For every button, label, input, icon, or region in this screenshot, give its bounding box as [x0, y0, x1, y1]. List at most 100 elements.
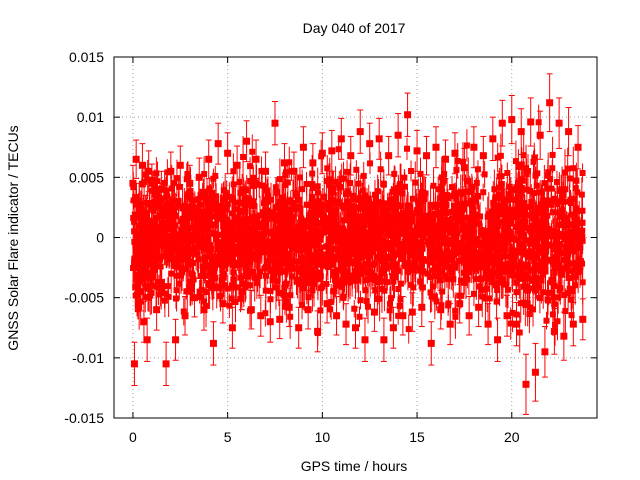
data-point: [173, 175, 180, 182]
data-point: [433, 264, 440, 271]
data-point: [403, 237, 410, 244]
data-point: [336, 251, 343, 258]
data-point: [393, 227, 400, 234]
data-point: [534, 170, 541, 177]
data-point: [359, 218, 366, 225]
data-point: [188, 283, 195, 290]
data-point: [171, 240, 178, 247]
data-point: [137, 236, 144, 243]
data-point: [210, 230, 217, 237]
data-point: [448, 240, 455, 247]
data-point: [532, 215, 539, 222]
data-point: [470, 229, 477, 236]
data-point: [533, 222, 540, 229]
data-point: [368, 219, 375, 226]
data-point: [502, 220, 509, 227]
data-point: [282, 268, 289, 275]
data-point: [449, 193, 456, 200]
data-point: [520, 283, 527, 290]
data-point: [494, 154, 501, 161]
data-point: [536, 294, 543, 301]
data-point: [300, 223, 307, 230]
data-point: [199, 188, 206, 195]
data-point: [394, 202, 401, 209]
data-point: [279, 244, 286, 251]
data-point: [439, 251, 446, 258]
data-point: [283, 280, 290, 287]
data-point: [213, 236, 220, 243]
data-point: [572, 185, 579, 192]
data-point: [173, 287, 180, 294]
data-point: [573, 244, 580, 251]
data-point: [206, 220, 213, 227]
data-point: [527, 248, 534, 255]
data-point: [558, 250, 565, 257]
data-point: [131, 255, 138, 262]
data-point: [543, 197, 550, 204]
data-point: [220, 187, 227, 194]
data-point: [389, 251, 396, 258]
data-point: [462, 274, 469, 281]
data-point: [198, 287, 205, 294]
data-point: [572, 282, 579, 289]
data-point: [317, 307, 324, 314]
data-point: [443, 201, 450, 208]
data-point: [244, 225, 251, 232]
data-point: [271, 212, 278, 219]
data-point: [479, 231, 486, 238]
data-point: [197, 294, 204, 301]
data-point: [180, 308, 187, 315]
data-point: [384, 213, 391, 220]
data-point: [561, 291, 568, 298]
data-point: [557, 198, 564, 205]
data-point: [561, 215, 568, 222]
data-point: [321, 214, 328, 221]
data-point: [324, 165, 331, 172]
data-point: [417, 170, 424, 177]
data-point: [428, 213, 435, 220]
data-point: [312, 272, 319, 279]
data-point: [513, 247, 520, 254]
data-point: [281, 303, 288, 310]
data-point: [529, 277, 536, 284]
data-point: [445, 275, 452, 282]
data-point: [503, 206, 510, 213]
data-point: [221, 282, 228, 289]
data-point: [427, 202, 434, 209]
data-point: [563, 255, 570, 262]
data-point: [372, 287, 379, 294]
data-point: [170, 180, 177, 187]
data-point: [328, 189, 335, 196]
data-point: [432, 210, 439, 217]
data-point: [428, 293, 435, 300]
data-point: [135, 299, 142, 306]
data-point: [472, 261, 479, 268]
data-point: [155, 236, 162, 243]
data-point: [500, 277, 507, 284]
data-point: [155, 283, 162, 290]
data-point: [141, 257, 148, 264]
data-point: [504, 169, 511, 176]
data-point: [215, 205, 222, 212]
data-point: [515, 163, 522, 170]
data-point: [440, 208, 447, 215]
data-point: [576, 240, 583, 247]
data-point: [205, 280, 212, 287]
data-point: [507, 220, 514, 227]
data-point: [523, 237, 530, 244]
data-point: [487, 242, 494, 249]
data-point: [442, 225, 449, 232]
data-point: [252, 213, 259, 220]
data-point: [480, 257, 487, 264]
data-point: [516, 329, 523, 336]
data-point: [549, 289, 556, 296]
data-point: [148, 250, 155, 257]
data-point: [141, 178, 148, 185]
data-point: [188, 203, 195, 210]
data-point: [201, 263, 208, 270]
data-point: [418, 194, 425, 201]
data-point: [150, 207, 157, 214]
data-point: [404, 145, 411, 152]
data-point: [257, 212, 264, 219]
data-point: [549, 233, 556, 240]
